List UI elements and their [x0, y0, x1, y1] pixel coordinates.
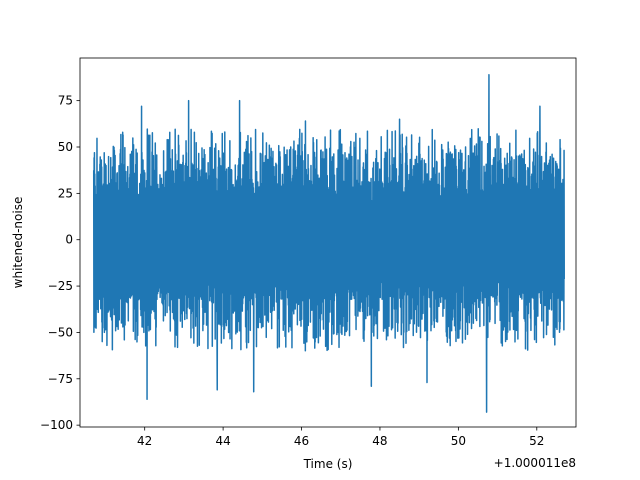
x-tick-label: 42 [137, 434, 152, 448]
y-tick-label: 25 [58, 186, 73, 200]
x-tick-label: 48 [372, 434, 387, 448]
y-axis-ticks: −100 −75 −50 −25 0 25 50 75 [40, 94, 80, 432]
y-tick-label: −25 [48, 279, 73, 293]
x-tick-label: 44 [215, 434, 230, 448]
y-tick-label: −100 [40, 418, 73, 432]
x-axis-ticks: 42 44 46 48 50 52 [137, 427, 544, 448]
x-tick-label: 50 [451, 434, 466, 448]
x-axis-label: Time (s) [303, 457, 353, 471]
y-axis-label: whitened-noise [11, 197, 25, 289]
x-tick-label: 52 [529, 434, 544, 448]
y-tick-label: 50 [58, 140, 73, 154]
y-tick-label: 75 [58, 94, 73, 108]
series-line [92, 73, 565, 413]
y-tick-label: −50 [48, 325, 73, 339]
axes-frame [79, 57, 577, 428]
x-tick-label: 46 [294, 434, 309, 448]
y-tick-label: 0 [65, 233, 73, 247]
y-tick-label: −75 [48, 372, 73, 386]
x-axis-offset-label: +1.000011e8 [494, 456, 576, 470]
